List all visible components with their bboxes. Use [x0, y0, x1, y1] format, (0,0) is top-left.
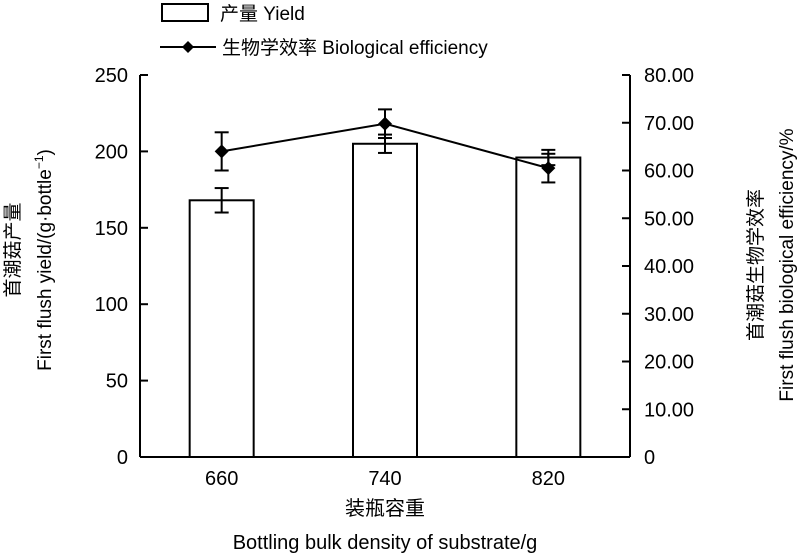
right-axis-title-en: First flush biological efficiency/%	[777, 128, 798, 401]
x-tick-label: 660	[205, 468, 238, 490]
right-tick-label: 80.00	[644, 65, 694, 87]
x-tick-label: 820	[532, 468, 565, 490]
bar-series	[188, 133, 582, 459]
bar	[352, 142, 418, 458]
left-tick-label: 250	[95, 65, 128, 87]
x-axis-title-en: Bottling bulk density of substrate/g	[233, 532, 538, 554]
right-tick-label: 10.00	[644, 399, 694, 421]
x-axis-title-cn: 装瓶容重	[345, 497, 425, 520]
legend-line-label: 生物学效率 Biological efficiency	[222, 37, 488, 59]
bar	[515, 156, 582, 458]
left-axis-title-en-main: First flush yield/(g·bottle	[35, 169, 56, 371]
right-axis-ticks: 0 10.00 20.00 30.00 40.00 50.00 60.00 70.00 80.0…	[622, 65, 694, 469]
legend-line-marker	[182, 41, 194, 53]
left-axis-title-en-sup: −1	[32, 155, 46, 169]
x-axis-ticks: 660 740 820	[205, 449, 565, 490]
right-axis-title-cn: 首潮菇生物学效率	[745, 189, 767, 341]
left-tick-label: 200	[95, 141, 128, 163]
right-tick-label: 60.00	[644, 161, 694, 183]
left-tick-label: 150	[95, 218, 128, 240]
left-tick-label: 50	[106, 371, 128, 393]
left-tick-label: 0	[117, 447, 128, 469]
left-axis-title-en-close: )	[35, 149, 56, 155]
x-tick-label: 740	[368, 468, 401, 490]
legend-bar-label: 产量 Yield	[220, 3, 305, 25]
line-point	[214, 144, 229, 159]
right-tick-label: 20.00	[644, 352, 694, 374]
right-tick-label: 40.00	[644, 256, 694, 278]
line-point	[378, 116, 392, 131]
right-tick-label: 0	[644, 447, 655, 469]
legend: 产量 Yield 生物学效率 Biological efficiency	[160, 3, 488, 59]
right-tick-label: 30.00	[644, 304, 694, 326]
line-series	[214, 108, 556, 184]
bar	[188, 199, 255, 459]
left-tick-label: 100	[95, 294, 128, 316]
right-tick-label: 70.00	[644, 113, 694, 135]
right-tick-label: 50.00	[644, 208, 694, 230]
left-axis-ticks: 0 50 100 150 200 250	[95, 65, 148, 469]
line-point	[541, 161, 556, 176]
left-axis-title-en: First flush yield/(g·bottle−1)	[32, 149, 56, 371]
legend-bar-swatch	[161, 3, 209, 22]
left-axis-title-cn: 首潮菇产量	[2, 202, 24, 297]
